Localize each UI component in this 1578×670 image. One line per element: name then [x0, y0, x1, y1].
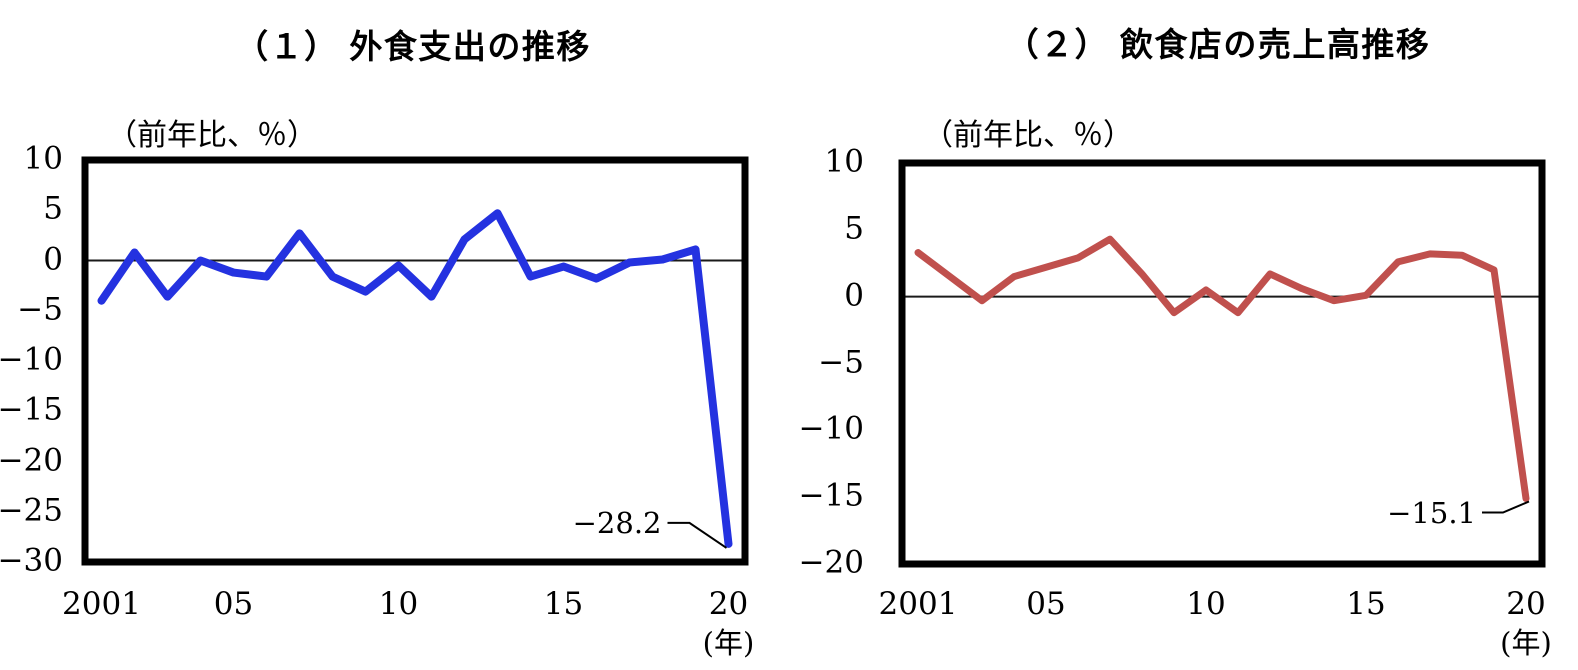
x-axis-tick-label: 15 [543, 586, 584, 622]
x-axis-tick-label: 2001 [878, 586, 958, 622]
y-axis-tick-label: −10 [798, 410, 864, 447]
plot-area-border-1 [898, 159, 1546, 568]
chart2-title: （２） 飲食店の売上高推移 [1005, 26, 1431, 63]
y-axis-tick-label: 5 [844, 210, 864, 247]
x-axis-tick-label: 20 [1506, 586, 1546, 622]
x-axis-tick-label: 10 [1186, 586, 1226, 622]
y-axis-tick-label: −5 [17, 291, 63, 328]
y-axis-tick-label: −15 [798, 477, 864, 514]
y-axis-tick-label: −30 [0, 542, 63, 579]
x-axis-tick-label: 10 [378, 586, 419, 622]
x-axis-year-suffix: (年) [702, 626, 755, 660]
annotation-leader-line-1 [1482, 500, 1530, 514]
y-axis-tick-label: 10 [824, 143, 864, 180]
y-axis-tick-label: −25 [0, 492, 63, 529]
y-axis-tick-label: 0 [844, 277, 864, 314]
chart2-y-units-label: （前年比、％） [923, 118, 1133, 153]
x-axis-tick-label: 05 [1026, 586, 1066, 622]
x-axis-tick-label: 2001 [62, 586, 141, 622]
y-axis-tick-label: −10 [0, 341, 63, 378]
y-axis-tick-label: 10 [23, 140, 63, 177]
x-axis-tick-label: 15 [1346, 586, 1386, 622]
x-axis-tick-label: 05 [213, 586, 254, 622]
series-line-0 [97, 209, 733, 548]
y-axis-tick-label: −20 [798, 544, 864, 581]
y-axis-tick-label: 0 [43, 241, 63, 278]
y-axis-tick-label: −20 [0, 442, 63, 479]
x-axis-year-suffix: (年) [1500, 626, 1552, 660]
series-line-1 [914, 235, 1530, 503]
y-axis-tick-label: −15 [0, 391, 63, 428]
chart1-y-units-label: （前年比、％） [107, 118, 317, 153]
y-axis-tick-label: 5 [43, 190, 63, 227]
y-axis-tick-label: −5 [818, 344, 864, 381]
annotation-leader-line-0 [667, 521, 728, 549]
chart1-title: （１） 外食支出の推移 [235, 28, 591, 65]
plot-area-border-0 [81, 156, 749, 566]
chart2-2020-data-label: −15.1 [1387, 495, 1476, 530]
x-axis-tick-label: 20 [708, 586, 749, 622]
chart1-2020-data-label: −28.2 [572, 505, 662, 540]
